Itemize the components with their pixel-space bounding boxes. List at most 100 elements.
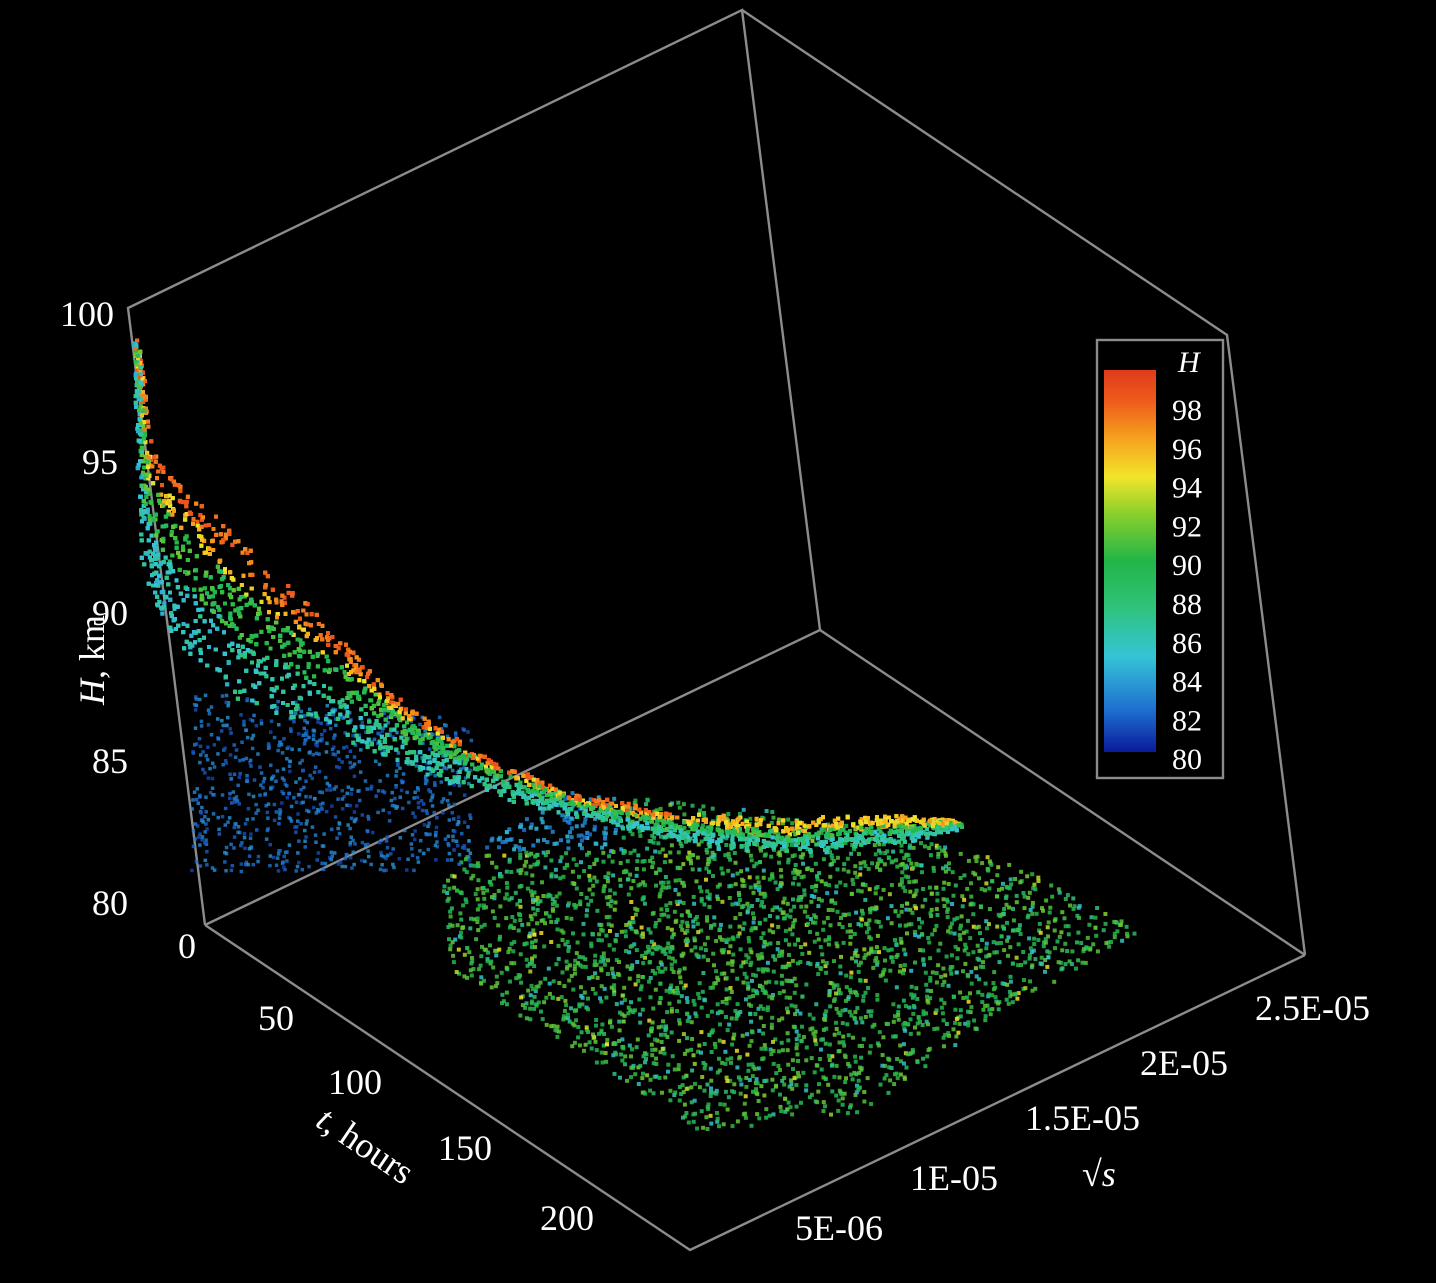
- cloud-point: [974, 974, 979, 979]
- cloud-point: [786, 1038, 791, 1043]
- cloud-point: [468, 926, 473, 931]
- cloud-point: [799, 895, 804, 899]
- low-point: [199, 753, 203, 757]
- low-point: [348, 840, 353, 845]
- low-point: [240, 740, 244, 744]
- cloud-point: [854, 1020, 859, 1025]
- cloud-point: [512, 847, 517, 852]
- low-point: [289, 727, 293, 731]
- cloud-point: [1030, 900, 1035, 905]
- low-point: [224, 693, 229, 698]
- cloud-point: [856, 922, 861, 927]
- cloud-point: [807, 1095, 812, 1100]
- cloud-point: [803, 942, 808, 947]
- low-point: [275, 705, 279, 710]
- cloud-point: [487, 853, 491, 858]
- cloud-point: [1027, 936, 1032, 941]
- cloud-point: [953, 1007, 958, 1012]
- cloud-point: [782, 1075, 787, 1080]
- low-point: [435, 845, 440, 849]
- cloud-point: [533, 938, 538, 943]
- cloud-point: [577, 1004, 582, 1009]
- low-point: [211, 761, 215, 765]
- cloud-point: [663, 1028, 668, 1033]
- cloud-point: [883, 958, 887, 963]
- cloud-point: [654, 947, 659, 952]
- low-point: [242, 832, 247, 836]
- frame-back-wall: [126, 8, 822, 927]
- cloud-point: [457, 971, 461, 976]
- low-point: [245, 817, 249, 822]
- cloud-point: [969, 1005, 974, 1010]
- cloud-point: [780, 1078, 785, 1083]
- cloud-point: [692, 1098, 697, 1103]
- low-point: [384, 868, 388, 872]
- low-point: [246, 862, 250, 867]
- cloud-point: [636, 1082, 641, 1086]
- cloud-point: [597, 932, 602, 937]
- cloud-point: [557, 981, 562, 985]
- low-point: [406, 857, 410, 861]
- low-point: [256, 854, 261, 859]
- cloud-point: [875, 861, 880, 866]
- low-point: [245, 735, 250, 740]
- cloud-point: [709, 925, 713, 930]
- low-point: [204, 822, 208, 826]
- cloud-point: [769, 1052, 774, 1057]
- low-point: [320, 790, 324, 795]
- low-point: [329, 850, 333, 855]
- cloud-point: [797, 1074, 802, 1079]
- cloud-point: [923, 844, 927, 849]
- cloud-point: [756, 1099, 761, 1103]
- low-point: [433, 781, 437, 785]
- cloud-point: [486, 950, 490, 955]
- cloud-point: [1065, 893, 1070, 898]
- low-point: [369, 784, 374, 789]
- cloud-point: [742, 921, 747, 926]
- cloud-point: [459, 860, 464, 865]
- cloud-point: [995, 924, 1000, 929]
- cloud-point: [669, 927, 674, 932]
- cloud-point: [447, 886, 452, 891]
- cloud-point: [813, 915, 818, 920]
- low-point: [382, 854, 386, 859]
- cloud-point: [723, 1049, 728, 1054]
- cloud-point: [735, 1119, 740, 1124]
- low-point: [398, 795, 402, 799]
- low-point: [439, 780, 443, 784]
- cloud-point: [725, 1079, 730, 1083]
- cloud-point: [896, 1013, 901, 1018]
- low-point: [456, 844, 460, 848]
- cloud-point: [748, 885, 753, 890]
- cloud-point: [748, 963, 753, 967]
- low-point: [340, 797, 345, 801]
- cloud-point: [612, 1042, 617, 1046]
- cloud-point: [650, 1053, 655, 1058]
- cloud-point: [993, 995, 998, 1000]
- cloud-point: [964, 929, 969, 934]
- cloud-point: [767, 979, 772, 984]
- cloud-point: [760, 955, 765, 960]
- low-point: [452, 848, 456, 852]
- cloud-point: [1010, 961, 1015, 966]
- cloud-point: [658, 1050, 663, 1055]
- cloud-point: [780, 1016, 785, 1021]
- low-point: [276, 748, 280, 753]
- cloud-point: [530, 880, 535, 885]
- cloud-point: [1038, 961, 1043, 966]
- low-point: [348, 711, 352, 715]
- cloud-point: [920, 932, 925, 937]
- cloud-point: [793, 1012, 798, 1017]
- cloud-point: [555, 1024, 560, 1029]
- cloud-point: [983, 981, 988, 986]
- cloud-point: [929, 989, 934, 993]
- cloud-point: [637, 997, 642, 1002]
- cloud-point: [524, 817, 529, 822]
- cloud-point: [928, 853, 933, 858]
- cloud-point: [524, 850, 529, 855]
- cloud-point: [584, 1025, 589, 1030]
- low-point: [280, 776, 285, 780]
- cloud-point: [827, 937, 832, 942]
- cloud-point: [442, 889, 446, 894]
- cloud-point: [811, 1016, 816, 1021]
